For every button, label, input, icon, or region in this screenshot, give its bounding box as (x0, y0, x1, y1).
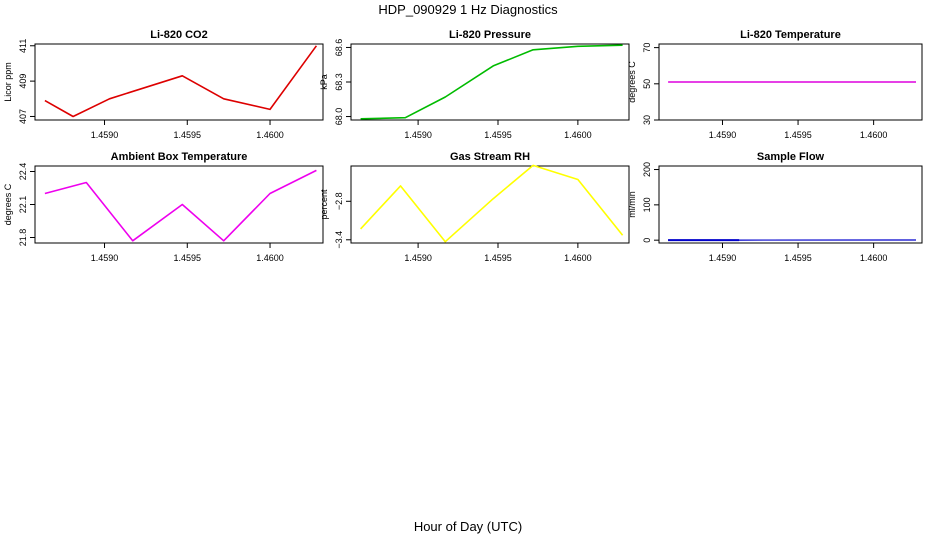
plot-frame (34, 43, 324, 121)
figure-title: HDP_090929 1 Hz Diagnostics (378, 2, 558, 17)
plot-frame (658, 165, 923, 244)
y-tick-label: 407 (18, 109, 28, 124)
y-axis-label: kPa (319, 74, 329, 90)
y-axis-label: degrees C (3, 183, 13, 225)
x-tick-label: 1.4600 (256, 130, 284, 140)
y-tick-label: 50 (642, 79, 652, 89)
y-tick-label: 22.4 (18, 163, 28, 181)
chart-panels: Li-820 CO2 407 409 411 1.4590 1.4595 1.4600 Lic… (3, 29, 923, 263)
series-line-li-820-pressure (360, 44, 623, 120)
y-tick-label: 409 (18, 74, 28, 89)
y-axis-label: percent (319, 189, 329, 220)
plot-frame (658, 43, 923, 121)
y-tick-label: 68.6 (334, 39, 344, 57)
y-axis-label: ml/min (627, 191, 637, 218)
y-tick-label: 200 (642, 162, 652, 177)
y-tick-label: 100 (642, 197, 652, 212)
plot-frame (350, 43, 630, 121)
x-tick-label: 1.4595 (174, 130, 202, 140)
x-tick-label: 1.4595 (484, 130, 512, 140)
panel-title: Sample Flow (757, 151, 825, 163)
x-axis-label: Hour of Day (UTC) (414, 519, 522, 534)
panel-title: Gas Stream RH (450, 151, 530, 163)
x-tick-label: 1.4600 (860, 130, 888, 140)
panel-gas-stream-rh: Gas Stream RH −3.4 −2.8 1.4590 1.4595 1.4600 p… (319, 151, 630, 263)
x-tick-label: 1.4590 (91, 130, 119, 140)
y-axis-label: Licor ppm (3, 62, 13, 102)
x-tick-label: 1.4600 (256, 253, 284, 263)
panel-li-820-temperature: Li-820 Temperature 30 50 70 1.4590 1.4595 1.46… (627, 29, 923, 140)
y-tick-label: −2.8 (334, 192, 344, 210)
x-tick-label: 1.4590 (709, 130, 737, 140)
panel-title: Li-820 Temperature (740, 29, 841, 41)
y-axis-label: degrees C (627, 61, 637, 103)
x-tick-label: 1.4600 (564, 253, 592, 263)
series-line-gas-stream-rh (360, 164, 624, 243)
panel-li-820-co2: Li-820 CO2 407 409 411 1.4590 1.4595 1.4600 Lic… (3, 29, 324, 140)
y-tick-label: 70 (642, 43, 652, 53)
y-tick-label: 68.3 (334, 73, 344, 91)
y-tick-label: 411 (18, 39, 28, 53)
panel-title: Li-820 CO2 (150, 29, 207, 41)
panel-title: Ambient Box Temperature (111, 151, 248, 163)
panel-li-820-pressure: Li-820 Pressure 68.0 68.3 68.6 1.4590 1.4595 1… (319, 29, 630, 140)
y-tick-label: 22.1 (18, 196, 28, 214)
y-tick-label: 0 (642, 238, 652, 243)
plot-frame (350, 165, 630, 244)
x-tick-label: 1.4595 (784, 253, 812, 263)
y-tick-label: 21.8 (18, 229, 28, 247)
series-line-ambient-box-temperature (44, 169, 317, 242)
series-line-li-820-co2 (44, 45, 318, 118)
y-tick-label: 68.0 (334, 108, 344, 126)
x-tick-label: 1.4590 (404, 130, 432, 140)
x-tick-label: 1.4595 (484, 253, 512, 263)
panel-sample-flow: Sample Flow 0 100 200 1.4590 1.4595 1.4600 ml/m… (627, 151, 923, 263)
x-tick-label: 1.4590 (404, 253, 432, 263)
x-tick-label: 1.4595 (174, 253, 202, 263)
x-tick-label: 1.4600 (564, 130, 592, 140)
x-tick-label: 1.4595 (784, 130, 812, 140)
y-tick-label: 30 (642, 115, 652, 125)
panel-ambient-box-temperature: Ambient Box Temperature 21.8 22.1 22.4 1.459… (3, 151, 324, 263)
panel-title: Li-820 Pressure (449, 29, 531, 41)
plot-frame (34, 165, 324, 244)
x-tick-label: 1.4600 (860, 253, 888, 263)
y-tick-label: −3.4 (334, 231, 344, 249)
x-tick-label: 1.4590 (709, 253, 737, 263)
x-tick-label: 1.4590 (91, 253, 119, 263)
